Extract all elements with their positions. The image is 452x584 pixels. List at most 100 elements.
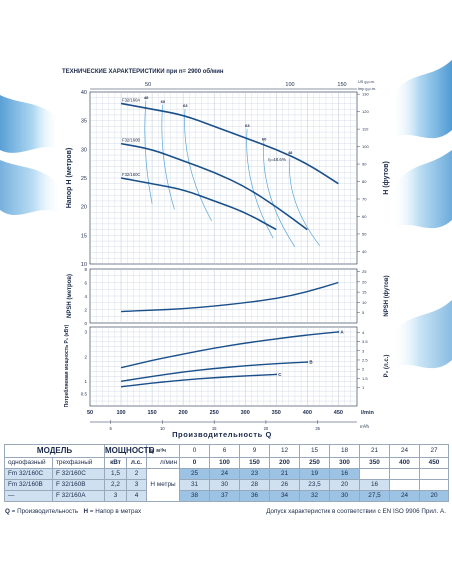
x-lmin-tick: 450	[334, 410, 343, 416]
table-row: Fm 32/160B F 32/160B 2,2 3 31 30 28 26 2…	[4, 479, 450, 491]
hp-header: л.с.	[125, 457, 148, 469]
x-lmin-tick: 100	[116, 410, 125, 416]
m3h-value: 27	[419, 444, 450, 458]
m3h-value: 15	[299, 444, 331, 458]
power-curve-B	[120, 361, 308, 383]
head-right-tick: 60	[362, 214, 367, 219]
x-axis-lmin: 50 100 150 200 250 300 350 400 450	[87, 410, 343, 416]
kw-value: 3	[104, 490, 127, 502]
head-y-tick: 30	[81, 147, 87, 153]
efficiency-value: 60	[161, 99, 166, 104]
head-value: 27,5	[359, 490, 391, 502]
lmin-value: 300	[329, 457, 361, 469]
single-model: —	[4, 490, 53, 502]
efficiency-value: 60	[262, 136, 267, 141]
head-value	[389, 479, 421, 491]
top-axis-unit: US g.p.m.	[358, 80, 375, 84]
head-value: 38	[179, 490, 211, 502]
m3h-value: 12	[269, 444, 301, 458]
footer-h-def: = Напор в метрах	[89, 508, 142, 515]
npsh-right-tick: 25	[362, 269, 367, 274]
head-value	[419, 479, 450, 491]
head-value: 34	[269, 490, 301, 502]
q-label: Q	[149, 447, 155, 454]
efficiency-curve	[263, 140, 296, 247]
npsh-grid	[90, 269, 357, 323]
power-right-tick: 4	[362, 330, 365, 335]
head-value	[359, 468, 391, 480]
head-value: 36	[239, 490, 271, 502]
power-y-right-label: P₂ (л.с.)	[384, 355, 390, 378]
x-m3h-tick: 20	[264, 426, 269, 431]
head-right-tick: 80	[362, 179, 367, 184]
head-y-tick: 40	[81, 90, 87, 96]
efficiency-curve	[289, 157, 321, 246]
npsh-right-tick: 10	[362, 300, 367, 305]
efficiency-value: 48	[144, 95, 149, 100]
power-y-tick: 0.5	[81, 391, 88, 396]
x-axis-lmin-unit: l/min	[361, 410, 374, 416]
efficiency-value: 63	[183, 103, 188, 108]
x-lmin-tick: 300	[241, 410, 250, 416]
three-model: F 32/160B	[52, 479, 105, 491]
hp-value: 3	[125, 479, 148, 491]
chart-title: ТЕХНИЧЕСКИЕ ХАРАКТЕРИСТИКИ при n= 2900 о…	[62, 68, 224, 75]
power-right-tick: 1	[362, 385, 365, 390]
head-value: 21	[269, 468, 301, 480]
head-value: 23,5	[299, 479, 331, 491]
x-lmin-tick: 350	[272, 410, 281, 416]
footer-tolerance: Допуск характеристик в соответствии с EN…	[266, 508, 446, 515]
power-right-tick: 2	[362, 367, 365, 372]
efficiency-label: η=48.6%	[268, 157, 286, 162]
head-curve-F32/160A	[120, 102, 339, 185]
head-y-tick: 35	[81, 119, 87, 125]
efficiency-curve	[184, 109, 213, 222]
npsh-y-label: NPSH (метров)	[67, 274, 73, 318]
footer-legend: Q = Производительность H = Напор в метра…	[5, 508, 141, 515]
head-right-tick: 70	[362, 197, 367, 202]
head-right-tick: 130	[362, 92, 369, 97]
head-y-tick: 10	[81, 262, 87, 268]
head-value: 16	[329, 468, 361, 480]
footer-h: H	[83, 508, 89, 515]
lmin-value: 150	[239, 457, 271, 469]
head-right-tick: 40	[362, 249, 367, 254]
head-value: 16	[359, 479, 391, 491]
three-model: F 32/160A	[52, 490, 105, 502]
power-right-tick: 1.5	[362, 376, 368, 381]
npsh-y-tick: 0	[84, 321, 87, 326]
npsh-y-tick: 2	[84, 307, 87, 312]
lmin-value: 350	[359, 457, 391, 469]
kw-value: 2,2	[104, 479, 127, 491]
head-curve-F32/160C	[120, 177, 277, 231]
x-axis-m3h: 5 10 15 20 25	[110, 420, 321, 431]
lmin-value: 0	[179, 457, 211, 469]
lmin-value: 400	[389, 457, 421, 469]
head-value: 37	[209, 490, 241, 502]
power-curves: A B C	[120, 329, 344, 388]
lmin-value: 250	[299, 457, 331, 469]
head-value: 24	[389, 490, 421, 502]
head-value: 28	[239, 479, 271, 491]
head-value: 30	[329, 490, 361, 502]
lmin-value: 100	[209, 457, 241, 469]
efficiency-curves	[144, 100, 321, 247]
head-value: 19	[299, 468, 331, 480]
power-right-tick: 2.5	[362, 357, 368, 362]
curve-name-label: F32/160A	[122, 97, 140, 102]
efficiency-curve	[246, 129, 274, 239]
head-right-tick: 100	[362, 144, 369, 149]
head-value: 25	[179, 468, 211, 480]
head-y-tick: 20	[81, 205, 87, 211]
head-value: 20	[419, 490, 450, 502]
q-unit-cell: Q м³/ч	[146, 444, 181, 458]
table-header-row: МОДЕЛЬ МОЩНОСТЬ Q м³/ч 0 6 9 12 15 18 21…	[4, 444, 450, 458]
npsh-right-tick: 15	[362, 290, 367, 295]
power-curve-end	[275, 373, 278, 376]
top-axis-tick: 100	[285, 82, 294, 88]
head-y-ticks: 10 15 20 25 30 35 40	[81, 90, 87, 268]
npsh-right-tick: 5	[362, 310, 365, 315]
m3h-value: 9	[239, 444, 271, 458]
npsh-chart: 0 2 4 6 8 5 10 15 20 25 NPSH (метров) NPSH (футо…	[67, 267, 390, 326]
npsh-y-tick: 8	[84, 267, 87, 272]
